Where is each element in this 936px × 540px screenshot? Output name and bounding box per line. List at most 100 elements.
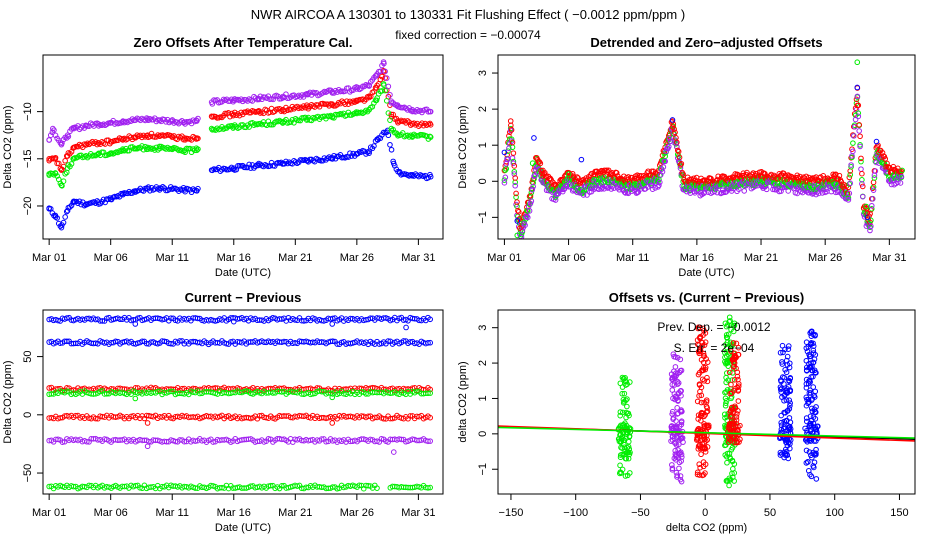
p3-point-purple xyxy=(59,439,66,445)
p1-point-green xyxy=(150,145,156,152)
p3-point-purple xyxy=(398,436,405,443)
p2-point-green xyxy=(846,181,853,187)
p1-point-blue xyxy=(169,186,176,192)
p3-point-green xyxy=(414,388,420,394)
p2-panel: Detrended and Zero−adjusted OffsetsDate … xyxy=(457,35,916,279)
p1-point-red xyxy=(304,104,311,110)
p4-point-red xyxy=(734,411,740,417)
p2-point-purple xyxy=(873,159,880,166)
p2-point-green xyxy=(670,123,677,130)
p4-point-green xyxy=(724,334,731,341)
p4-point-blue xyxy=(783,417,790,424)
p2-point-purple xyxy=(522,222,528,228)
p4-point-red xyxy=(698,409,705,416)
p3-xtick-label: Mar 31 xyxy=(401,507,435,519)
p1-point-blue xyxy=(58,224,65,231)
p2-point-purple xyxy=(502,174,509,181)
p1-point-red xyxy=(144,132,151,139)
p1-point-purple xyxy=(385,83,392,90)
p1-point-red xyxy=(52,155,59,162)
p1-point-green xyxy=(115,149,121,156)
p1-point-red xyxy=(427,122,434,128)
p1-point-green xyxy=(366,106,372,113)
p2-point-red xyxy=(857,133,863,140)
p1-point-purple xyxy=(144,116,151,122)
p4-point-purple xyxy=(673,370,679,376)
p4-s-err: S. Err. = 2e−04 xyxy=(674,341,755,355)
p3-point-blue-high xyxy=(99,318,106,324)
p4-point-blue xyxy=(814,429,820,435)
p4-point-red xyxy=(698,412,705,419)
p2-point-green xyxy=(847,171,854,178)
p1-point-blue xyxy=(120,191,126,198)
p1-point-purple xyxy=(194,118,200,124)
p1-xtick-label: Mar 21 xyxy=(278,252,312,264)
p2-point-purple xyxy=(854,93,861,100)
p4-point-blue xyxy=(786,415,793,421)
p4-point-blue xyxy=(811,392,817,399)
p1-point-red xyxy=(95,139,102,146)
p2-point-purple xyxy=(815,190,822,197)
p2-point-red xyxy=(859,183,866,190)
p3-point-green-low xyxy=(427,484,434,491)
p3-point-blue-high xyxy=(55,317,61,324)
main-title: NWR AIRCOA A 130301 to 130331 Fit Flushi… xyxy=(251,7,685,22)
p4-point-blue xyxy=(808,333,815,339)
p4-point-red xyxy=(700,350,707,357)
p4-point-green xyxy=(621,444,628,451)
p4-point-green xyxy=(721,411,728,418)
p4-point-red xyxy=(703,403,710,410)
p2-point-purple xyxy=(511,171,518,177)
p4-point-red xyxy=(697,441,703,448)
p2-point-green xyxy=(863,203,870,210)
p4-point-red xyxy=(697,335,703,342)
p2-point-purple xyxy=(859,193,866,200)
p3-point-green xyxy=(309,391,316,397)
p4-xtick-label: −100 xyxy=(563,507,588,519)
p2-point-purple xyxy=(813,191,819,198)
p2-point-green xyxy=(850,140,856,146)
p2-point-purple xyxy=(656,182,662,189)
p3-xtick-label: Mar 11 xyxy=(156,507,189,519)
p4-point-blue xyxy=(787,400,793,406)
p4-ylabel: delta CO2 (ppm) xyxy=(457,361,469,442)
p4-point-green xyxy=(726,314,733,321)
p3-point-red-low xyxy=(57,415,64,421)
p3-point-red-low xyxy=(380,415,387,422)
p3-point-green-low xyxy=(278,482,285,489)
p1-point-red xyxy=(46,157,52,164)
p1-point-blue xyxy=(304,157,311,164)
p4-point-green xyxy=(621,398,628,405)
p3-point-blue-low xyxy=(161,338,168,345)
p3-xtick-label: Mar 06 xyxy=(94,507,128,519)
p4-point-blue xyxy=(778,385,785,392)
p4-point-red xyxy=(730,409,737,416)
p1-point-green xyxy=(144,144,151,151)
p1-point-blue xyxy=(194,188,200,194)
p1-point-purple xyxy=(181,119,188,125)
p1-point-red xyxy=(374,82,380,89)
p2-point-green xyxy=(868,206,875,212)
p4-point-red xyxy=(735,398,742,404)
p4-point-red xyxy=(735,376,741,383)
p4-point-green xyxy=(627,429,634,435)
p2-point-purple xyxy=(611,185,617,191)
p2-xtick-label: Mar 31 xyxy=(872,252,906,264)
p1-point-blue xyxy=(354,151,360,157)
p4-frame xyxy=(497,309,916,495)
p2-xtick-label: Mar 06 xyxy=(551,252,585,264)
p3-point-green-low xyxy=(334,485,340,492)
p1-point-purple xyxy=(63,135,70,141)
p4-point-green xyxy=(728,326,734,333)
p1-point-green xyxy=(120,147,126,154)
p4-point-red xyxy=(734,384,741,391)
p2-point-purple xyxy=(845,197,852,203)
p1-point-red xyxy=(132,134,139,140)
p4-point-blue xyxy=(787,437,794,443)
p1-point-purple xyxy=(120,118,126,124)
p3-point-green-low xyxy=(219,484,225,491)
p1-point-blue xyxy=(323,157,329,163)
p4-point-blue xyxy=(803,402,810,409)
p3-point-green xyxy=(425,390,431,397)
p4-point-red xyxy=(728,425,735,431)
